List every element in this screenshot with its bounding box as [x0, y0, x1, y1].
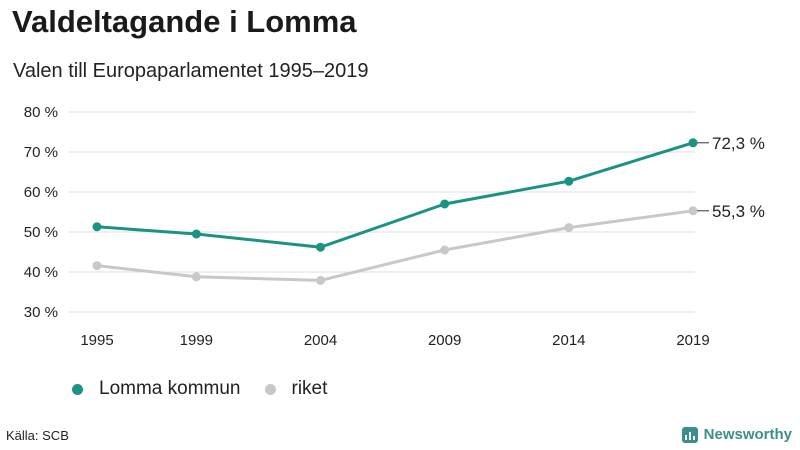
x-tick-label: 2004 — [304, 332, 337, 349]
y-tick-label: 80 % — [24, 104, 58, 121]
end-labels: 55,3 % 72,3 % — [697, 134, 765, 221]
data-point-lomma — [688, 138, 698, 148]
data-point-lomma — [440, 199, 450, 209]
legend-dot-riket-icon — [264, 383, 276, 395]
legend-label-riket: riket — [291, 378, 328, 399]
end-label-riket: 55,3 % — [712, 202, 765, 221]
y-tick-label: 40 % — [24, 264, 58, 281]
data-point-riket — [191, 272, 201, 282]
legend-item-lomma: Lomma kommun — [72, 378, 241, 400]
end-label-lomma: 72,3 % — [712, 134, 765, 153]
y-tick-label: 30 % — [24, 304, 58, 321]
chart-title: Valdeltagande i Lomma — [12, 4, 357, 39]
y-tick-label: 70 % — [24, 144, 58, 161]
y-tick-label: 60 % — [24, 184, 58, 201]
legend-label-lomma: Lomma kommun — [99, 378, 241, 399]
data-point-lomma — [191, 229, 201, 239]
legend-dot-lomma-icon — [72, 383, 83, 395]
x-tick-label: 2014 — [552, 332, 585, 349]
data-point-riket — [440, 245, 450, 255]
x-tick-label: 2019 — [676, 332, 709, 349]
x-axis-ticks: 1995 1999 2004 2009 2014 2019 — [80, 332, 709, 349]
newsworthy-logo-icon — [681, 426, 698, 443]
data-point-riket — [688, 206, 698, 216]
data-point-riket — [316, 275, 325, 285]
data-point-lomma — [92, 222, 102, 232]
y-tick-label: 50 % — [24, 224, 58, 241]
chart-legend: Lomma kommun riket — [72, 378, 351, 400]
series-line-lomma — [95, 141, 695, 249]
data-point-riket — [564, 223, 574, 233]
x-tick-label: 1995 — [80, 332, 113, 349]
grid-lines — [68, 111, 695, 313]
x-tick-label: 2009 — [428, 332, 461, 349]
brand-name: Newsworthy — [703, 426, 792, 443]
chart-subtitle: Valen till Europaparlamentet 1995–2019 — [13, 60, 369, 82]
x-tick-label: 1999 — [180, 332, 213, 349]
series-line-riket — [95, 209, 695, 282]
y-axis-ticks: 30 % 40 % 50 % 60 % 70 % 80 % — [24, 104, 58, 321]
data-point-riket — [92, 261, 102, 271]
data-point-lomma — [564, 176, 574, 186]
source-note: Källa: SCB — [6, 428, 69, 443]
legend-item-riket: riket — [264, 378, 328, 400]
data-point-lomma — [316, 242, 325, 252]
series-group — [92, 138, 698, 285]
brand-logo: Newsworthy — [681, 426, 792, 443]
